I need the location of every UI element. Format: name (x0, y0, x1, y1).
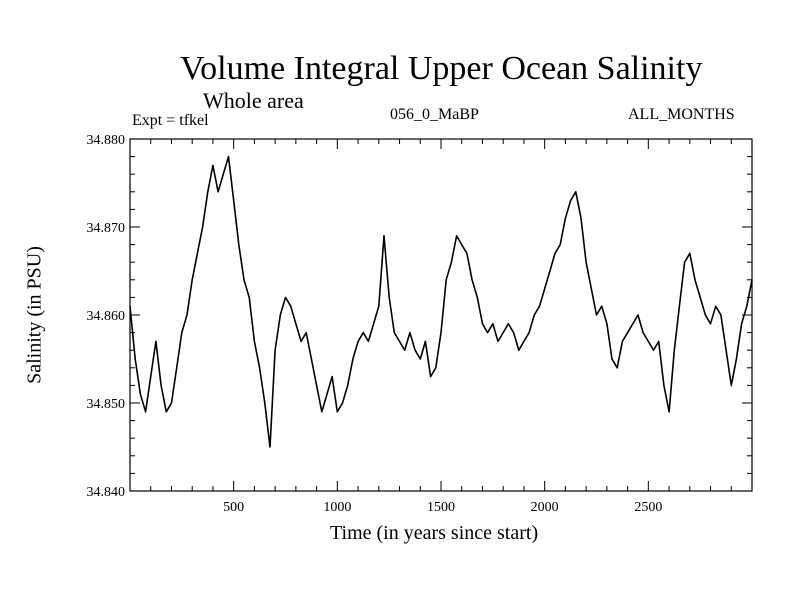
salinity-series-line (129, 155, 753, 448)
months-label: ALL_MONTHS (628, 106, 735, 123)
y-tick-label: 34.840 (87, 485, 126, 500)
x-tick-label: 500 (223, 500, 244, 515)
x-tick-label: 2500 (634, 500, 662, 515)
chart-subtitle: Whole area (203, 88, 304, 113)
x-tick-label: 1000 (323, 500, 351, 515)
chart-title: Volume Integral Upper Ocean Salinity (180, 50, 703, 87)
plot-frame (129, 138, 753, 492)
x-axis-label: Time (in years since start) (330, 522, 539, 544)
y-tick-label: 34.870 (87, 221, 126, 236)
y-tick-label: 34.860 (87, 309, 126, 324)
run-label: 056_0_MaBP (390, 106, 479, 123)
ticks-group: 500 1000 1500 2000 2500 34.840 34.850 34.860 34.… (87, 133, 752, 515)
series-group (129, 155, 753, 448)
x-tick-label: 2000 (531, 500, 559, 515)
x-tick-label: 1500 (427, 500, 455, 515)
y-tick-label: 34.880 (87, 133, 126, 148)
y-tick-label: 34.850 (87, 397, 126, 412)
experiment-label: Expt = tfkel (132, 112, 209, 129)
